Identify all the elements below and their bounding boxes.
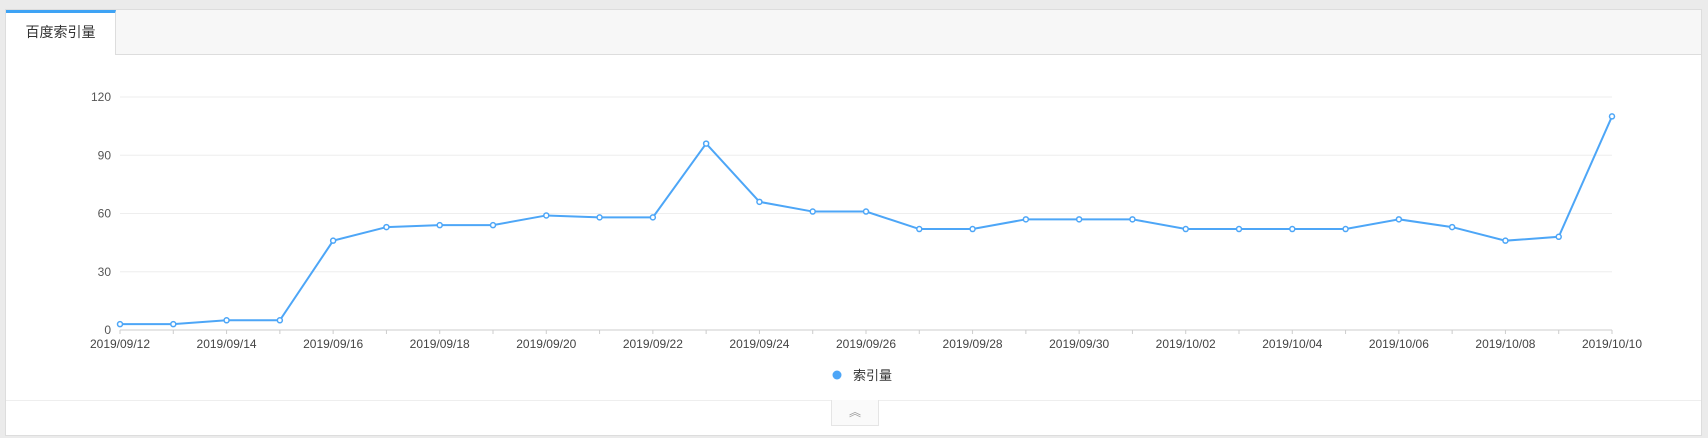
data-point <box>436 221 443 229</box>
double-chevron-up-icon: ︽ <box>848 405 861 419</box>
data-point <box>1502 237 1509 244</box>
x-tick-label: 2019/09/24 <box>729 337 789 351</box>
data-point <box>489 221 497 229</box>
legend-marker <box>832 370 842 380</box>
y-tick-label: 0 <box>104 323 111 337</box>
tab-bar: 百度索引量 <box>6 10 1701 55</box>
data-point <box>1395 216 1403 223</box>
data-point <box>1182 225 1189 233</box>
data-point <box>702 140 710 147</box>
data-point <box>116 320 124 328</box>
x-tick-label: 2019/09/22 <box>623 337 683 351</box>
data-point <box>543 212 550 219</box>
data-point <box>276 317 284 324</box>
data-point <box>1448 223 1456 231</box>
x-tick-label: 2019/09/28 <box>943 337 1003 351</box>
x-tick-label: 2019/10/04 <box>1262 337 1322 351</box>
legend-label: 索引量 <box>853 369 892 384</box>
y-tick-label: 30 <box>98 265 112 279</box>
data-point <box>1289 225 1296 233</box>
data-point <box>862 208 870 215</box>
y-tick-label: 120 <box>91 90 111 104</box>
data-point <box>596 214 603 221</box>
x-tick-label: 2019/10/10 <box>1582 337 1642 351</box>
data-point <box>649 214 657 221</box>
y-tick-label: 60 <box>98 207 112 221</box>
data-point <box>1342 225 1349 233</box>
x-tick-label: 2019/09/26 <box>836 337 896 351</box>
x-tick-label: 2019/09/30 <box>1049 337 1109 351</box>
data-point <box>1608 113 1616 120</box>
series-line <box>120 116 1613 326</box>
x-tick-label: 2019/09/20 <box>516 337 576 351</box>
data-point <box>1075 216 1083 223</box>
data-point <box>329 237 337 244</box>
tab-baidu-index[interactable]: 百度索引量 <box>6 10 116 55</box>
data-point <box>1555 233 1562 241</box>
x-tick-label: 2019/10/06 <box>1369 337 1429 351</box>
y-tick-label: 90 <box>98 148 112 162</box>
data-point <box>1022 216 1030 223</box>
data-point <box>969 225 976 233</box>
x-tick-label: 2019/10/02 <box>1156 337 1216 351</box>
data-point <box>1235 225 1243 233</box>
x-tick-label: 2019/10/08 <box>1475 337 1535 351</box>
data-point <box>223 317 230 324</box>
data-point <box>170 320 177 328</box>
x-tick-label: 2019/09/16 <box>303 337 363 351</box>
data-point <box>809 208 816 215</box>
data-point <box>916 225 923 233</box>
x-tick-label: 2019/09/12 <box>90 337 150 351</box>
collapse-button[interactable]: ︽ <box>831 400 879 426</box>
x-tick-label: 2019/09/14 <box>197 337 257 351</box>
data-point <box>383 223 390 231</box>
data-point <box>756 198 763 206</box>
x-tick-label: 2019/09/18 <box>410 337 470 351</box>
data-point <box>1129 216 1136 223</box>
